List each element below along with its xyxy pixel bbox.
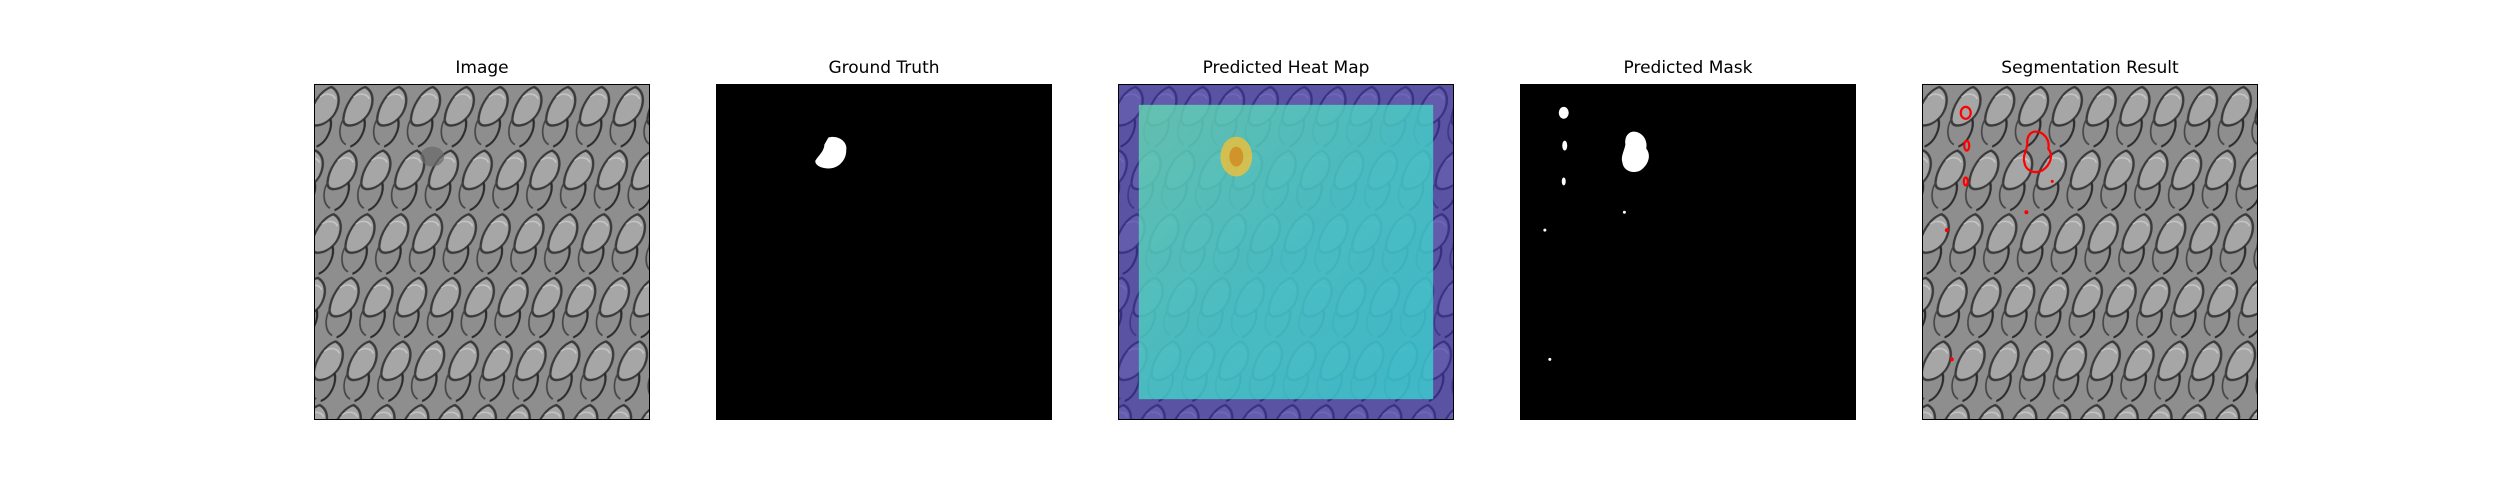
ground-truth-panel xyxy=(716,84,1052,420)
predicted-mask xyxy=(1521,85,1855,419)
heatmap-overlay xyxy=(1119,85,1453,419)
panel-title-predicted-mask: Predicted Mask xyxy=(1623,58,1753,78)
panel-title-segmentation-result: Segmentation Result xyxy=(2001,58,2179,78)
panel-title-heat-map: Predicted Heat Map xyxy=(1202,58,1370,78)
heat-map-panel xyxy=(1118,84,1454,420)
ground-truth-mask xyxy=(717,85,1051,419)
panel-title-image: Image xyxy=(455,58,509,78)
contour-overlay xyxy=(1923,85,2257,419)
panel-title-ground-truth: Ground Truth xyxy=(828,58,940,78)
image-panel xyxy=(314,84,650,420)
texture-image xyxy=(315,85,649,419)
predicted-mask-panel xyxy=(1520,84,1856,420)
segmentation-result-panel xyxy=(1922,84,2258,420)
